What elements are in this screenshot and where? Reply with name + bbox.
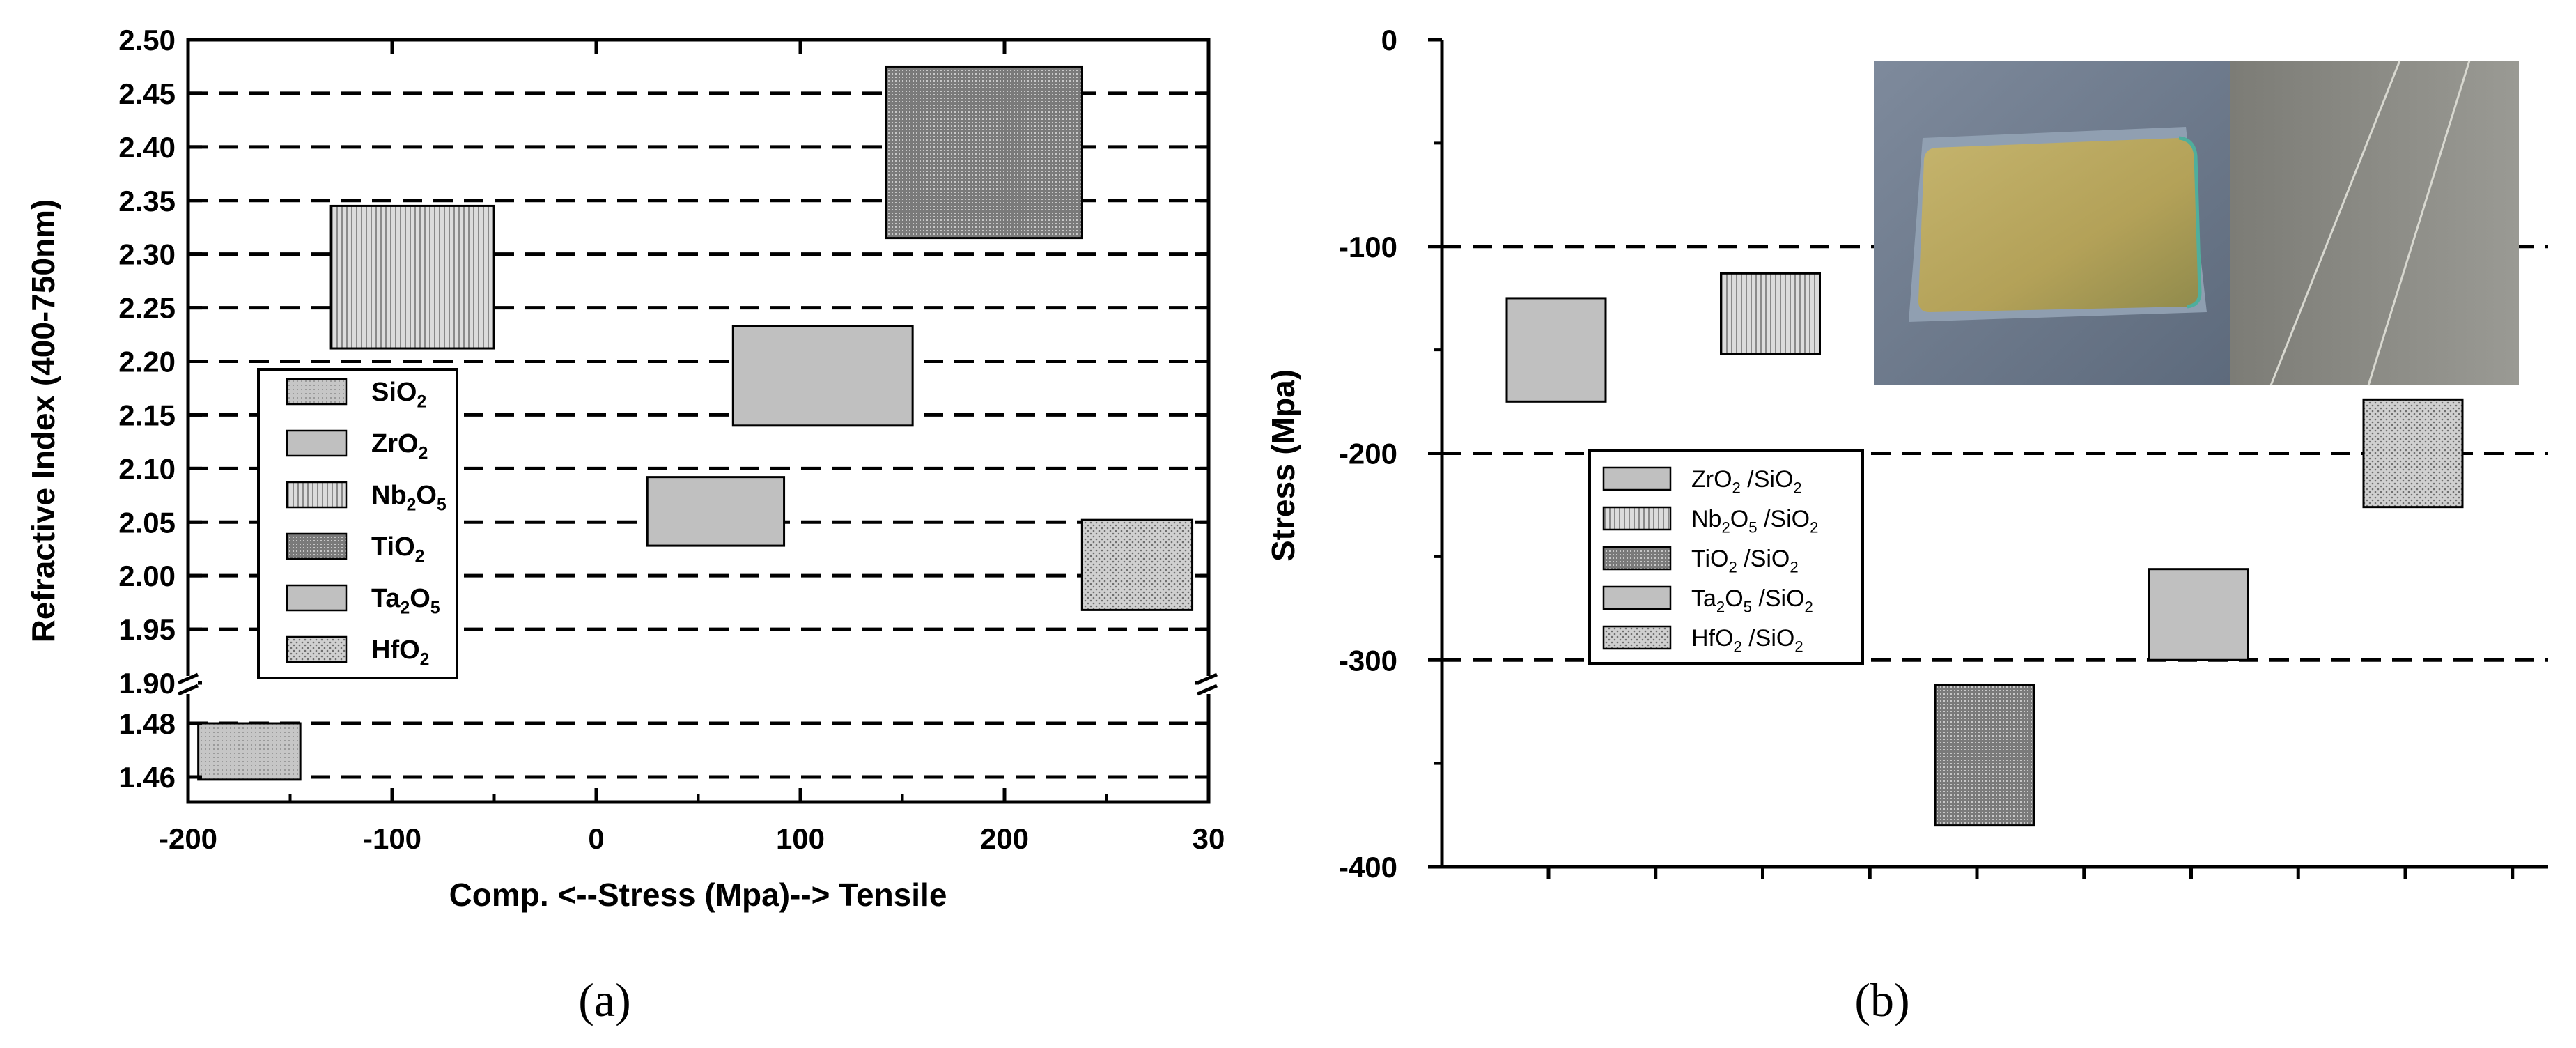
panel-a-chart: 1.90 1.95 2.00 2.05 2.10 2.15 2.20 2.25 2.30 2.35… (25, 24, 1225, 1026)
bar-zro2sio2 (1505, 297, 1607, 403)
axis-break-right (1197, 672, 1218, 696)
legend-frame (257, 368, 458, 679)
bar-hfo2sio2 (2362, 398, 2464, 509)
legend-label: HfO2 /SiO2 (1691, 625, 1803, 656)
legend-label: HfO2 (371, 635, 429, 670)
legend-label: ZrO2 (371, 429, 428, 463)
y-tick-label: -200 (1339, 438, 1397, 470)
legend-swatch (1602, 625, 1672, 650)
panel-a-xlabel: Comp. <--Stress (Mpa)--> Tensile (449, 877, 947, 913)
panel-a-ylabel: Refractive Index (400-750nm) (25, 199, 61, 643)
panel-b-chart: 0 -100 -200 -300 -400 Stress (Mpa) ZrO2 /SiO… (1265, 24, 2548, 1026)
legend-label: ZrO2 /SiO2 (1691, 466, 1802, 497)
bar-hfo2 (1080, 518, 1194, 611)
panel-a-ticks: 1.90 1.95 2.00 2.05 2.10 2.15 2.20 2.25 2.30 2.35… (118, 24, 1225, 855)
y-tick-label: -100 (1339, 231, 1397, 263)
panel-b-ylabel: Stress (Mpa) (1265, 369, 1301, 562)
legend-label: SiO2 (371, 378, 426, 412)
panel-b-ticks: 0 -100 -200 -300 -400 (1339, 24, 2515, 884)
legend-swatch (1602, 466, 1672, 491)
legend-label: Nb2O5 (371, 481, 447, 515)
y-tick-label: 2.25 (118, 292, 176, 325)
y-tick-label: 2.10 (118, 452, 176, 485)
inset-photo-surface (2230, 60, 2519, 386)
x-tick-label: -100 (363, 822, 421, 855)
legend-swatch (1602, 546, 1672, 571)
legend-swatch (286, 429, 348, 457)
legend-swatch (286, 635, 348, 663)
bar-nb2o5sio2 (1720, 272, 1821, 355)
y-tick-label: 2.00 (118, 560, 176, 592)
y-tick-label: 2.50 (118, 24, 176, 56)
inset-photo-substrate (1874, 61, 2230, 385)
y-tick-label: 2.20 (118, 346, 176, 378)
bar-tio2sio2 (1934, 684, 2035, 827)
panel-b-bars (1505, 272, 2464, 827)
legend-label: TiO2 (371, 532, 424, 567)
legend-label: TiO2 /SiO2 (1691, 546, 1799, 576)
y-tick-label: 1.90 (118, 667, 176, 700)
y-tick-label: 1.46 (118, 761, 176, 794)
y-tick-label: 0 (1381, 24, 1397, 56)
legend-swatch (286, 378, 348, 406)
panel-b-legend: ZrO2 /SiO2 Nb2O5 /SiO2 TiO2 /SiO2 Ta2O5 /Si… (1588, 449, 1864, 665)
y-tick-label: 2.35 (118, 185, 176, 217)
x-tick-label: 0 (588, 822, 604, 855)
y-tick-label: 1.95 (118, 613, 176, 646)
x-tick-label: 30 (1193, 822, 1225, 855)
axis-break-left (178, 672, 199, 696)
y-tick-label: 2.05 (118, 506, 176, 539)
bar-sio2 (197, 722, 302, 781)
x-tick-label: -200 (159, 822, 217, 855)
y-tick-label: 1.48 (118, 707, 176, 740)
legend-swatch (286, 584, 348, 612)
y-tick-label: 2.45 (118, 77, 176, 110)
panel-a-bars (197, 65, 1194, 781)
y-tick-label: 2.15 (118, 399, 176, 431)
legend-swatch (286, 532, 348, 560)
bar-ta2o5 (731, 325, 914, 427)
bar-zro2 (646, 476, 786, 547)
y-tick-label: -400 (1339, 851, 1397, 884)
legend-swatch (1602, 585, 1672, 610)
panel-b-caption: (b) (1854, 973, 1909, 1026)
legend-label: Ta2O5 /SiO2 (1691, 585, 1813, 616)
bar-nb2o5 (329, 204, 495, 350)
legend-swatch (286, 481, 348, 509)
legend-label: Ta2O5 (371, 584, 440, 618)
panel-a-caption: (a) (578, 973, 630, 1026)
panel-a-legend: SiO2 ZrO2 Nb2O5 TiO2 Ta2O5 HfO2 (257, 368, 458, 679)
y-tick-label: -300 (1339, 644, 1397, 677)
y-tick-label: 2.40 (118, 131, 176, 164)
x-tick-label: 200 (980, 822, 1029, 855)
bar-tio2 (885, 65, 1083, 240)
x-tick-label: 100 (776, 822, 825, 855)
bar-ta2o5sio2 (2148, 568, 2249, 661)
y-tick-label: 2.30 (118, 238, 176, 271)
legend-label: Nb2O5 /SiO2 (1691, 506, 1818, 537)
legend-swatch (1602, 506, 1672, 531)
